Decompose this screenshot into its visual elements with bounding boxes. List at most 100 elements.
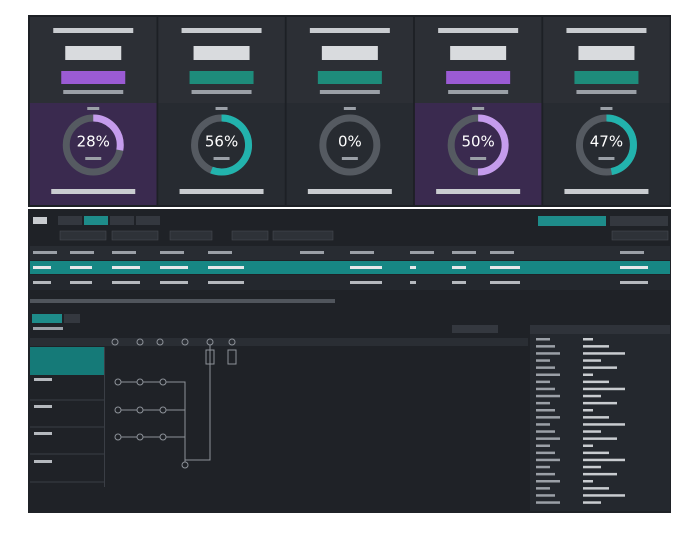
tab[interactable] [64,314,80,323]
property-key [536,416,560,419]
cell [112,266,140,269]
column-header [70,251,94,254]
tab[interactable] [110,216,134,225]
list-item [34,378,52,381]
cell [620,281,648,284]
gauge-caption [87,107,100,110]
list-divider [104,347,105,487]
card-footer [179,189,264,194]
card-footer [307,189,392,194]
search[interactable] [611,230,669,241]
node-box [227,349,237,365]
scrollbar[interactable] [30,299,335,303]
toolbar-field[interactable] [111,230,159,241]
cell [112,281,140,284]
property-value [583,401,617,405]
button[interactable] [610,216,668,226]
list-header [30,338,528,346]
cell [490,266,520,269]
button[interactable] [452,325,498,333]
node-box [205,349,215,365]
cell [410,281,416,284]
list-item-selected[interactable] [30,347,104,375]
card-button[interactable] [61,71,126,84]
gauge-arc [575,114,637,176]
property-key [536,401,550,405]
gauge-caption [343,107,356,110]
card-button[interactable] [189,71,254,84]
column-header [208,251,232,254]
property-key [536,501,560,504]
card-footer [436,189,521,194]
card-caption [319,90,380,94]
section-title [33,217,47,224]
property-value [583,394,601,398]
card-image [578,46,635,60]
property-value [583,430,601,433]
property-header [530,325,670,334]
cell [350,266,382,269]
cell [160,281,188,284]
card-footer [564,189,649,194]
property-value [583,359,601,362]
tab[interactable] [32,314,62,323]
gauge-arc [191,114,253,176]
card-title [438,28,519,33]
gauge-track [319,114,381,176]
column-header [112,251,136,254]
column-header [350,251,374,254]
property-value [583,501,601,504]
cell [70,266,92,269]
tab[interactable] [84,216,108,225]
property-value [583,465,601,469]
cell [208,266,244,269]
card-title [566,28,647,33]
card-button[interactable] [317,71,382,84]
property-value [583,373,593,376]
column-header [33,251,57,254]
cell [33,266,51,269]
card-caption [576,90,637,94]
gauge-arc [62,114,124,176]
property-value [583,352,625,355]
tab[interactable] [136,216,160,225]
cell [452,266,466,269]
tab[interactable] [58,216,82,225]
column-header [452,251,476,254]
card-button[interactable] [574,71,639,84]
card-title [53,28,134,33]
gauge-sub [341,157,358,160]
node [228,338,236,346]
property-key [536,366,555,369]
card-caption [191,90,252,94]
card-image [193,46,250,60]
toolbar-field[interactable] [231,230,269,241]
gauge-caption [600,107,613,110]
card-title [181,28,262,33]
property-key [536,437,560,440]
property-key [536,409,555,412]
column-header [410,251,434,254]
property-key [536,423,550,426]
list-item [34,405,52,408]
node [111,338,119,346]
subtitle [33,327,63,330]
property-value [583,487,609,490]
property-key [536,338,550,341]
property-key [536,387,555,391]
toolbar-field[interactable] [59,230,107,241]
button[interactable] [538,216,606,226]
cell [452,281,466,284]
card-button[interactable] [446,71,511,84]
property-key [536,444,550,447]
card-image [65,46,122,60]
column-header [300,251,324,254]
property-value [583,416,609,419]
card-caption [448,90,509,94]
toolbar-field[interactable] [272,230,334,241]
property-key [536,458,560,462]
toolbar-field[interactable] [169,230,213,241]
property-value [583,423,625,426]
property-value [583,387,625,391]
